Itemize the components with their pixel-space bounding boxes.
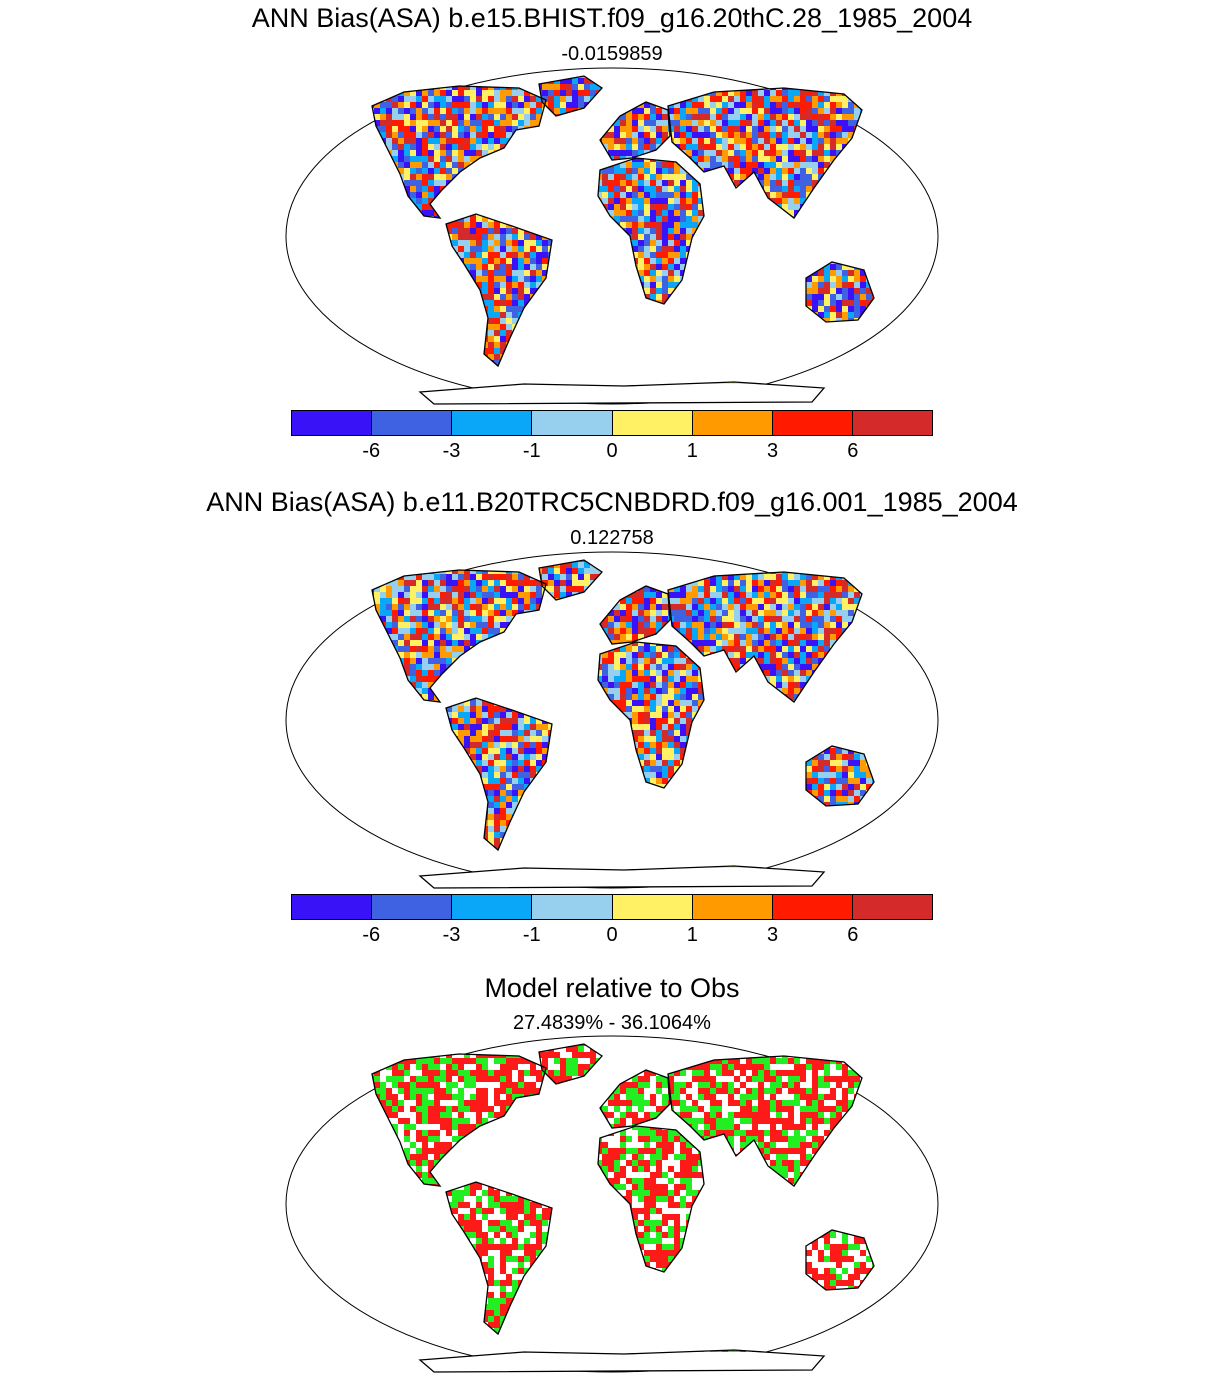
panel-2-global-mean: 0.122758 xyxy=(570,527,654,549)
coastline xyxy=(599,101,671,161)
colorbar-box xyxy=(372,895,453,919)
colorbar-tick-label: 6 xyxy=(847,440,859,462)
coastline xyxy=(597,1125,705,1273)
colorbar-tick-label: -3 xyxy=(442,440,461,462)
coastline xyxy=(805,261,875,323)
colorbar-box xyxy=(772,895,853,919)
colorbar-box xyxy=(772,411,853,435)
coastline xyxy=(597,641,705,789)
colorbar-box xyxy=(612,411,693,435)
panel-1-colorbar-labels: -6 -3 -1 0 1 3 6 xyxy=(291,440,933,466)
coastline xyxy=(538,1043,603,1085)
colorbar-tick-label: 1 xyxy=(686,924,698,946)
coastline xyxy=(805,745,875,807)
coastline xyxy=(597,157,705,305)
panel-3-percentages: 27.4839% - 36.1064% xyxy=(513,1012,711,1034)
coastline xyxy=(538,75,603,117)
panel-2-title: ANN Bias(ASA) b.e11.B20TRC5CNBDRD.f09_g1… xyxy=(206,487,1018,517)
colorbar-tick-label: 3 xyxy=(766,924,779,946)
coastline xyxy=(371,569,547,703)
colorbar-tick-label: 6 xyxy=(847,924,859,946)
coastline xyxy=(667,87,863,219)
colorbar-box xyxy=(372,411,453,435)
colorbar-tick-label: -1 xyxy=(522,924,541,946)
coastline xyxy=(371,85,547,219)
coastline xyxy=(599,585,671,645)
panel-1-title: ANN Bias(ASA) b.e15.BHIST.f09_g16.20thC.… xyxy=(251,3,973,33)
colorbar-tick-label: -6 xyxy=(362,924,381,946)
coastline xyxy=(445,697,553,852)
coastline xyxy=(445,213,553,368)
colorbar-tick-label: 1 xyxy=(686,440,698,462)
colorbar-tick-label: -1 xyxy=(522,440,541,462)
coastline xyxy=(667,1055,863,1187)
coastline xyxy=(667,571,863,703)
colorbar-box xyxy=(452,895,533,919)
colorbar-box xyxy=(292,895,373,919)
colorbar-tick-label: -3 xyxy=(442,924,461,946)
coastline xyxy=(445,1181,553,1336)
panel-2-colorbar-labels: -6 -3 -1 0 1 3 6 xyxy=(291,924,933,950)
colorbar-box xyxy=(852,895,932,919)
colorbar-tick-label: 0 xyxy=(606,924,618,946)
colorbar-box xyxy=(532,895,613,919)
panel-2-colorbar xyxy=(291,894,933,920)
colorbar-box xyxy=(612,895,693,919)
colorbar-tick-label: -6 xyxy=(362,440,381,462)
coastline xyxy=(418,865,826,889)
coastline xyxy=(538,559,603,601)
panel-3-map xyxy=(285,1035,939,1373)
panel-1-colorbar xyxy=(291,410,933,436)
colorbar-box xyxy=(852,411,932,435)
colorbar-box xyxy=(452,411,533,435)
colorbar-tick-label: 0 xyxy=(606,440,618,462)
coastline xyxy=(371,1053,547,1187)
panel-1-global-mean: -0.0159859 xyxy=(561,43,663,65)
colorbar-box xyxy=(692,895,773,919)
coastline xyxy=(418,381,826,405)
panel-3-title: Model relative to Obs xyxy=(484,973,740,1003)
colorbar-box xyxy=(532,411,613,435)
panel-2-map xyxy=(285,551,939,889)
coastline xyxy=(599,1069,671,1129)
colorbar-tick-label: 3 xyxy=(766,440,779,462)
colorbar-box xyxy=(292,411,373,435)
coastline xyxy=(805,1229,875,1291)
colorbar-box xyxy=(692,411,773,435)
panel-1-map xyxy=(285,67,939,405)
